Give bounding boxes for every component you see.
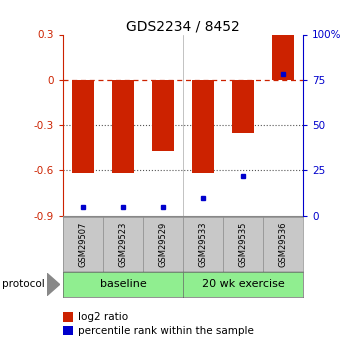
Bar [192, 80, 214, 173]
Bar [72, 80, 94, 173]
Text: protocol: protocol [2, 279, 44, 289]
Text: GSM29533: GSM29533 [199, 221, 208, 267]
Bar [232, 80, 254, 132]
Polygon shape [47, 273, 60, 296]
Text: log2 ratio: log2 ratio [78, 312, 128, 322]
Bar [152, 80, 174, 151]
Text: percentile rank within the sample: percentile rank within the sample [78, 326, 253, 335]
Title: GDS2234 / 8452: GDS2234 / 8452 [126, 19, 240, 33]
Text: 20 wk exercise: 20 wk exercise [202, 279, 284, 289]
Text: GSM29535: GSM29535 [239, 221, 248, 267]
Bar [112, 80, 134, 173]
Text: GSM29523: GSM29523 [119, 221, 128, 267]
Bar [272, 34, 294, 80]
Text: GSM29529: GSM29529 [159, 221, 168, 267]
Text: GSM29507: GSM29507 [79, 221, 88, 267]
Text: GSM29536: GSM29536 [279, 221, 288, 267]
Text: baseline: baseline [100, 279, 147, 289]
